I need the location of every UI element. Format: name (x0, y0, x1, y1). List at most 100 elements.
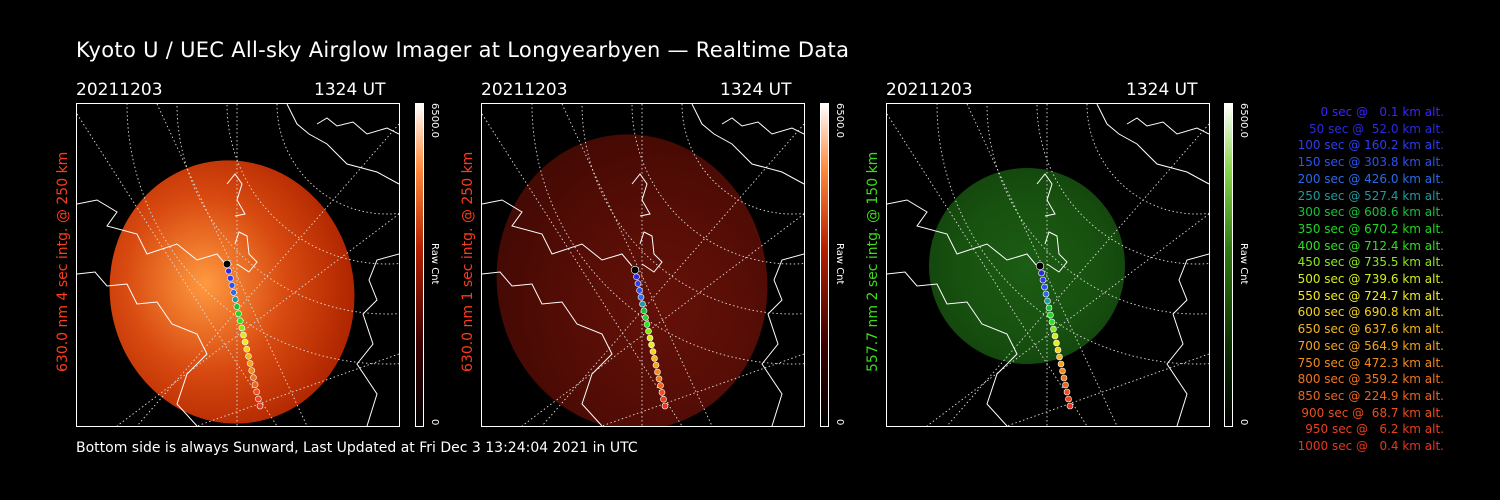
satellite-time-altitude-legend: 0 sec @ 0.1 km alt. 50 sec @ 52.0 km alt… (1258, 104, 1444, 455)
panel-2-image (481, 103, 805, 427)
track-dot (1041, 283, 1048, 291)
track-dot (1053, 339, 1060, 347)
track-dot (634, 280, 642, 287)
track-dot (1042, 290, 1050, 298)
track-dot (233, 303, 241, 310)
panel-1-cb-min: 0 (429, 419, 440, 426)
panel-1-colorbar (415, 103, 424, 427)
track-dot (1065, 395, 1072, 403)
panel-3-date: 20211203 (886, 80, 973, 100)
coastline (77, 104, 399, 426)
track-dot (637, 293, 645, 301)
airglow-image (109, 160, 355, 424)
track-dot (238, 324, 246, 332)
panel-2-cb-min: 0 (834, 419, 845, 426)
legend-row: 550 sec @ 724.7 km alt. (1293, 288, 1444, 303)
legend-row: 0 sec @ 0.1 km alt. (1309, 105, 1444, 119)
legend-row: 800 sec @ 359.2 km alt. (1293, 372, 1444, 387)
track-dot (1062, 381, 1069, 389)
legend-row: 450 sec @ 735.5 km alt. (1293, 255, 1444, 270)
panel-3-time: 1324 UT (1126, 80, 1198, 100)
track-dot (1056, 353, 1063, 361)
satellite-track (1035, 261, 1074, 410)
track-dot (1051, 332, 1059, 340)
airglow-image (496, 134, 768, 426)
map-grid (887, 104, 1209, 426)
track-dot (658, 389, 666, 396)
legend-row: 300 sec @ 608.6 km alt. (1293, 205, 1444, 220)
coastline (887, 104, 1209, 426)
panel-2-colorbar (820, 103, 829, 427)
track-dot (246, 360, 254, 367)
track-dot (648, 341, 655, 349)
track-dot (1057, 360, 1065, 368)
track-dot (255, 395, 262, 403)
track-dot (639, 300, 646, 308)
track-dot (1038, 269, 1045, 277)
track-dot (640, 307, 648, 315)
legend-row: 850 sec @ 224.9 km alt. (1293, 388, 1444, 403)
track-dot (645, 327, 652, 335)
satellite-track (630, 265, 669, 410)
panel-1-date: 20211203 (76, 80, 163, 100)
track-dot (251, 381, 259, 389)
track-dot (228, 282, 236, 289)
track-dot (654, 368, 661, 376)
coastline (482, 104, 804, 426)
panel-3-image (886, 103, 1210, 427)
track-dot (248, 367, 256, 374)
page-title: Kyoto U / UEC All-sky Airglow Imager at … (76, 38, 850, 62)
panel-2-ylabel: 630.0 nm 1 sec intg. @ 250 km (460, 151, 476, 372)
panel-1-cb-unit: Raw Cnt (429, 243, 440, 285)
airglow-image (929, 168, 1125, 364)
track-dot (256, 402, 264, 410)
track-dot (1039, 276, 1047, 284)
track-dot (227, 274, 234, 282)
track-dot (230, 289, 237, 296)
track-dot (651, 355, 658, 362)
track-dot (1054, 346, 1062, 354)
legend-row: 500 sec @ 739.6 km alt. (1293, 272, 1444, 287)
panel-2-time: 1324 UT (720, 80, 792, 100)
track-dot (655, 375, 663, 383)
track-dot (1066, 402, 1074, 410)
track-dot (241, 338, 249, 346)
panel-2-cb-unit: Raw Cnt (834, 243, 845, 285)
panel-1-time: 1324 UT (314, 80, 386, 100)
legend-row: 1000 sec @ 0.4 km alt. (1297, 439, 1444, 454)
footer-note: Bottom side is always Sunward, Last Upda… (76, 440, 638, 456)
legend-row: 700 sec @ 564.9 km alt. (1293, 338, 1444, 353)
track-dot (1050, 325, 1057, 333)
panel-2-cb-max: 6500.0 (834, 103, 845, 138)
legend-row: 250 sec @ 527.4 km alt. (1293, 188, 1444, 203)
track-dot (1063, 388, 1071, 396)
track-dot (649, 348, 657, 355)
legend-row: 600 sec @ 690.8 km alt. (1293, 305, 1444, 320)
legend-row: 200 sec @ 426.0 km alt. (1293, 171, 1444, 186)
panel-3-colorbar (1224, 103, 1233, 427)
track-dot (1047, 311, 1054, 319)
track-dot (642, 314, 649, 321)
track-dot (236, 317, 244, 325)
panel-1-image (76, 103, 400, 427)
legend-row: 150 sec @ 303.8 km alt. (1293, 155, 1444, 170)
track-dot (222, 259, 232, 269)
track-dot (231, 296, 239, 303)
panel-2-date: 20211203 (481, 80, 568, 100)
panel-3-cb-unit: Raw Cnt (1238, 243, 1249, 285)
track-dot (253, 388, 260, 396)
track-dot (630, 265, 640, 275)
legend-row: 950 sec @ 6.2 km alt. (1301, 422, 1444, 437)
track-dot (633, 273, 640, 281)
track-dot (245, 353, 252, 360)
track-dot (661, 402, 669, 410)
legend-row: 650 sec @ 637.6 km alt. (1293, 322, 1444, 337)
track-dot (1045, 304, 1053, 312)
legend-row: 750 sec @ 472.3 km alt. (1293, 355, 1444, 370)
track-dot (235, 310, 242, 317)
satellite-track (222, 259, 264, 410)
legend-row: 100 sec @ 160.2 km alt. (1293, 138, 1444, 153)
panel-3-ylabel: 557.7 nm 2 sec intg. @ 150 km (865, 151, 881, 372)
panel-3-cb-max: 6500.0 (1238, 103, 1249, 138)
legend-row: 350 sec @ 670.2 km alt. (1293, 221, 1444, 236)
